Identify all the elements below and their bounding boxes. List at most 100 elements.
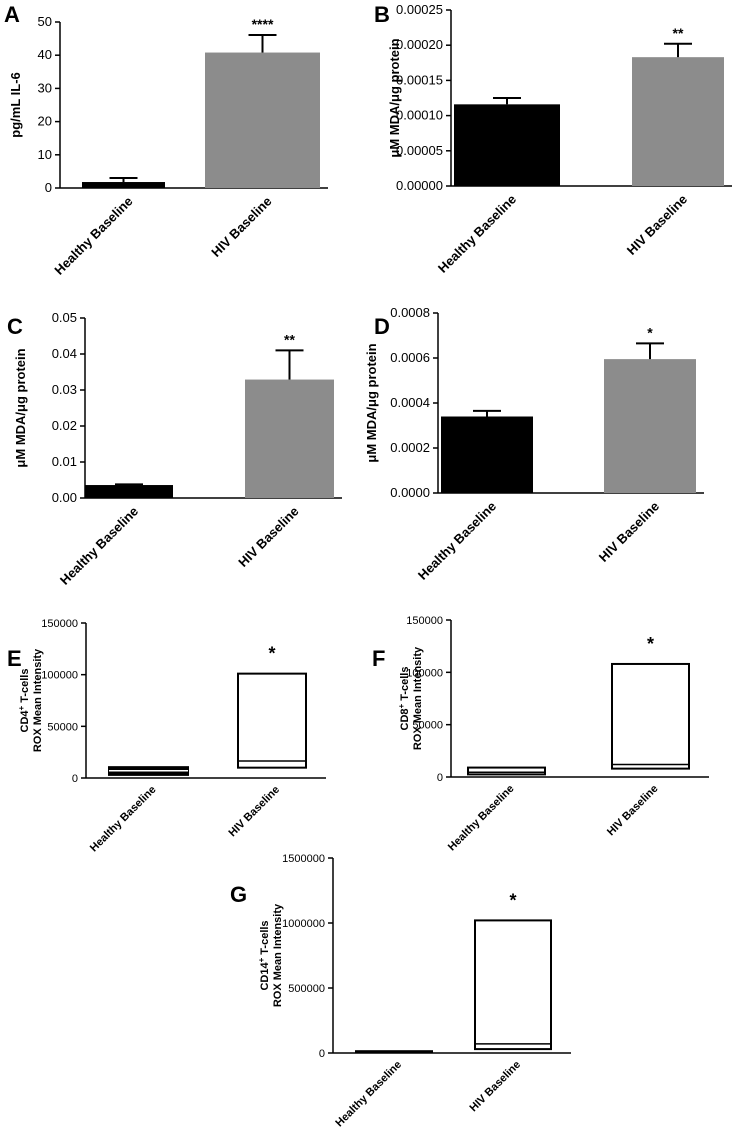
y-tick-label: 0.04 — [52, 346, 77, 361]
y-axis-label: pg/mL IL-6 — [8, 72, 23, 137]
category-label: HIV Baseline — [227, 784, 283, 840]
y-axis-label-line2: ROX Mean Intensity — [32, 648, 44, 752]
y-axis-label-rest: T-cells — [19, 669, 31, 706]
bar-healthy — [85, 485, 173, 498]
y-tick-label: 0.00025 — [396, 2, 443, 17]
y-tick-label: 0.0008 — [390, 305, 430, 320]
bar-hiv — [205, 52, 320, 188]
category-label: Healthy Baseline — [435, 192, 519, 276]
y-axis-label-sup: + — [17, 705, 26, 710]
significance-marker: * — [647, 634, 654, 654]
y-axis-label-line2: ROX Mean Intensity — [412, 646, 424, 750]
y-axis-label-cell: CD8 — [399, 708, 411, 730]
bar-hiv — [245, 379, 334, 498]
significance-marker: * — [268, 644, 275, 664]
y-tick-label: 50000 — [47, 721, 78, 733]
panel-letter: F — [372, 646, 385, 671]
panel-letter: A — [4, 2, 20, 27]
y-tick-label: 0.00005 — [396, 143, 443, 158]
y-tick-label: 500000 — [288, 983, 325, 995]
panel-c: C 0.00 0.01 0.02 0.03 0.04 0.05 Healthy Baselin… — [7, 310, 342, 588]
category-label: Healthy Baseline — [415, 499, 499, 583]
significance-marker: ** — [284, 331, 295, 347]
significance-marker: **** — [252, 16, 274, 32]
box-hiv — [237, 672, 307, 769]
panel-letter: G — [230, 882, 247, 907]
y-tick-label: 0.00010 — [396, 108, 443, 123]
y-axis-label-line1: CD8+ T-cells — [397, 667, 412, 731]
y-axis-label: μM MDA/μg protein — [364, 343, 379, 462]
y-tick-label: 50000 — [412, 720, 443, 732]
y-axis-label-cell: CD4 — [19, 710, 31, 733]
y-tick-label: 40 — [38, 47, 52, 62]
category-label: HIV Baseline — [605, 783, 661, 839]
bar-healthy — [441, 416, 533, 493]
category-label: HIV Baseline — [624, 192, 690, 258]
y-axis-label-line1: CD4+ T-cells — [17, 669, 32, 733]
y-tick-label: 0.00 — [52, 490, 77, 505]
y-axis-label-line2: ROX Mean Intensity — [272, 903, 284, 1007]
y-tick-label: 0.0006 — [390, 350, 430, 365]
box-healthy — [467, 766, 546, 776]
y-axis-label-line1: CD14+ T-cells — [257, 920, 272, 990]
y-tick-label: 0 — [72, 773, 78, 785]
y-tick-label: 0.05 — [52, 310, 77, 325]
category-label: Healthy Baseline — [333, 1059, 404, 1130]
y-tick-label: 0.0004 — [390, 395, 430, 410]
y-tick-label: 0.03 — [52, 382, 77, 397]
category-label: HIV Baseline — [468, 1059, 524, 1115]
y-tick-label: 0.00020 — [396, 37, 443, 52]
y-tick-label: 0 — [437, 772, 443, 784]
y-axis-label-cell: CD14 — [259, 962, 271, 991]
y-tick-label: 100000 — [406, 667, 443, 679]
y-tick-label: 100000 — [41, 670, 78, 682]
panel-letter: C — [7, 314, 23, 339]
y-tick-label: 0.02 — [52, 418, 77, 433]
panel-b: B 0.00000 0.00005 0.00010 0.00015 0.00020 0.00… — [374, 2, 732, 276]
y-tick-label: 10 — [38, 147, 52, 162]
y-axis-label-sup: + — [257, 957, 266, 962]
y-axis-label: μM MDA/μg protein — [13, 348, 28, 467]
y-tick-label: 30 — [38, 80, 52, 95]
significance-marker: * — [647, 324, 653, 340]
category-label: Healthy Baseline — [51, 194, 135, 278]
y-tick-label: 1000000 — [282, 918, 325, 930]
panel-letter: E — [7, 646, 22, 671]
y-tick-label: 0.01 — [52, 454, 77, 469]
panel-d: D 0.0000 0.0002 0.0004 0.0006 0.0008 Healthy B… — [364, 305, 704, 583]
panel-f: F 0 50000 100000 150000 Healthy Baseline * HIV … — [372, 615, 709, 853]
panel-letter: D — [374, 314, 390, 339]
y-tick-label: 0.0002 — [390, 440, 430, 455]
y-tick-label: 0.00000 — [396, 178, 443, 193]
category-label: Healthy Baseline — [57, 504, 141, 588]
y-tick-label: 20 — [38, 114, 52, 129]
panel-g: G 0 500000 1000000 1500000 Healthy Baseline * H… — [230, 853, 571, 1129]
y-axis-label-rest: T-cells — [399, 667, 411, 704]
category-label: Healthy Baseline — [88, 784, 159, 855]
y-axis-label-sup: + — [397, 703, 406, 708]
category-label: Healthy Baseline — [446, 783, 517, 854]
significance-marker: * — [509, 890, 516, 910]
panel-a: A 0 10 20 30 40 50 Healthy Baseline **** HIV Base… — [4, 2, 328, 278]
category-label: HIV Baseline — [208, 194, 274, 260]
y-tick-label: 150000 — [406, 615, 443, 627]
box-hiv — [474, 919, 552, 1051]
y-axis-label: μM MDA/μg protein — [387, 38, 402, 157]
y-tick-label: 50 — [38, 14, 52, 29]
panel-letter: B — [374, 2, 390, 27]
panel-e: E 0 50000 100000 150000 Healthy Baseline * HIV … — [7, 618, 326, 854]
category-label: HIV Baseline — [235, 504, 301, 570]
bar-healthy — [454, 104, 560, 186]
bar-healthy — [82, 182, 165, 188]
y-tick-label: 0.00015 — [396, 72, 443, 87]
y-tick-label: 1500000 — [282, 853, 325, 865]
y-tick-label: 0 — [45, 180, 52, 195]
bar-hiv — [604, 359, 696, 493]
y-tick-label: 150000 — [41, 618, 78, 630]
category-label: HIV Baseline — [596, 499, 662, 565]
y-tick-label: 0 — [319, 1048, 325, 1060]
bar-hiv — [632, 57, 724, 186]
box-hiv — [611, 662, 690, 770]
y-axis-label-rest: T-cells — [259, 920, 271, 957]
